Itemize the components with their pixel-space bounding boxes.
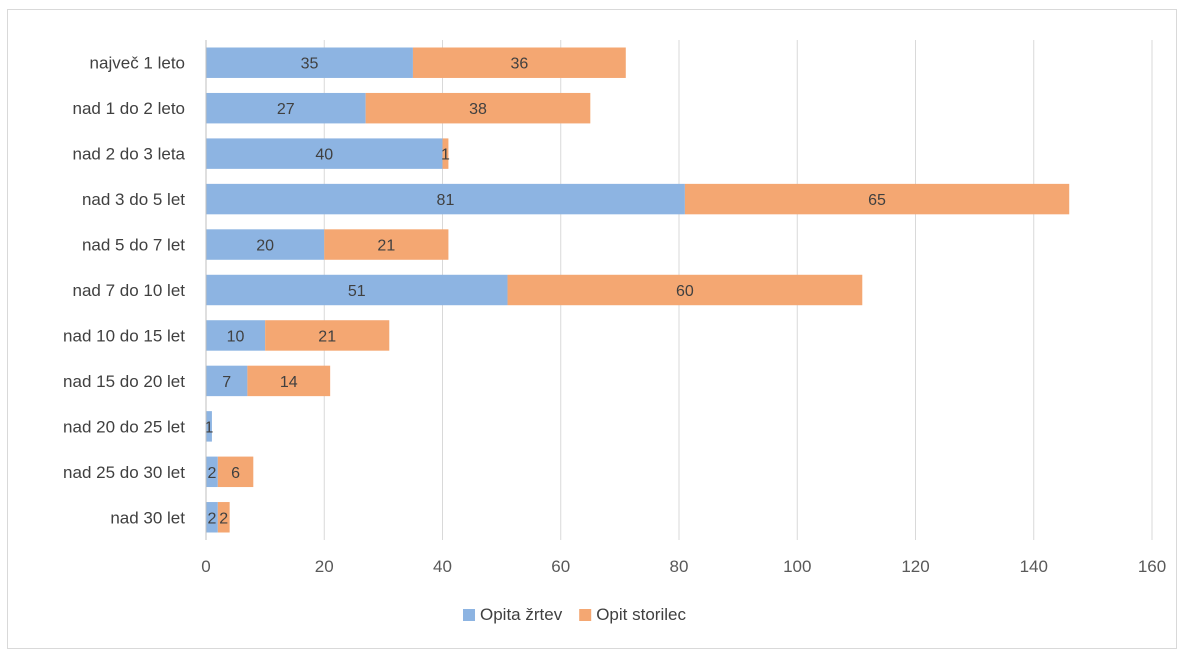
category-label: nad 10 do 15 let <box>63 326 185 345</box>
category-label: nad 25 do 30 let <box>63 463 185 482</box>
data-label: 20 <box>256 238 274 255</box>
data-label: 2 <box>219 510 228 527</box>
x-tick-label: 120 <box>901 557 929 576</box>
category-label: nad 5 do 7 let <box>82 236 185 255</box>
data-label: 1 <box>205 419 214 436</box>
data-label: 14 <box>280 374 298 391</box>
bar-segment <box>206 47 413 78</box>
bar-segment <box>206 365 248 397</box>
data-label: 6 <box>231 465 240 482</box>
data-label: 2 <box>207 465 216 482</box>
x-tick-label: 100 <box>783 557 811 576</box>
data-label: 2 <box>207 510 216 527</box>
data-label: 40 <box>315 147 333 164</box>
category-label: nad 30 let <box>110 508 185 527</box>
bar-segment <box>206 274 508 306</box>
bar-segment <box>206 183 685 215</box>
data-label: 38 <box>469 101 487 118</box>
legend-label: Opit storilec <box>596 605 686 624</box>
bar-segment <box>365 92 591 124</box>
category-label: nad 2 do 3 leta <box>73 145 186 164</box>
bar-segment <box>206 229 325 260</box>
legend-swatch <box>579 609 592 621</box>
data-label: 21 <box>318 328 336 345</box>
data-label: 21 <box>377 238 395 255</box>
bar-segment <box>206 411 212 442</box>
data-label: 81 <box>437 192 455 209</box>
category-label: nad 20 do 25 let <box>63 417 185 436</box>
data-label: 27 <box>277 101 295 118</box>
x-tick-label: 0 <box>201 557 210 576</box>
x-tick-label: 20 <box>315 557 334 576</box>
x-tick-label: 140 <box>1020 557 1048 576</box>
bar-segment <box>206 92 366 124</box>
bar-segment <box>265 320 390 351</box>
data-label: 65 <box>868 192 886 209</box>
x-tick-label: 160 <box>1138 557 1166 576</box>
bar-segment <box>206 502 218 533</box>
bar-segment <box>247 365 331 397</box>
x-tick-label: 80 <box>670 557 689 576</box>
bar-segment <box>206 456 218 488</box>
bar-segment <box>217 456 254 488</box>
category-label: nad 1 do 2 leto <box>73 99 185 118</box>
category-label: nad 3 do 5 let <box>82 190 185 209</box>
bar-segment <box>507 274 863 306</box>
data-label: 7 <box>222 374 231 391</box>
data-label: 10 <box>227 328 245 345</box>
category-label: nad 7 do 10 let <box>73 281 186 300</box>
bar-segment <box>217 502 230 533</box>
data-label: 36 <box>510 56 528 73</box>
bar-segment <box>324 229 449 260</box>
category-label: največ 1 leto <box>90 54 185 73</box>
data-label: 51 <box>348 283 366 300</box>
x-tick-label: 60 <box>551 557 570 576</box>
bar-segment <box>206 138 443 169</box>
bar-segment <box>442 138 449 169</box>
x-tick-label: 40 <box>433 557 452 576</box>
chart-frame <box>7 9 1177 649</box>
legend-swatch <box>463 609 475 621</box>
legend-label: Opita žrtev <box>480 605 563 624</box>
data-label: 1 <box>441 147 450 164</box>
data-label: 35 <box>301 56 319 73</box>
bar-segment <box>684 183 1070 215</box>
category-label: nad 15 do 20 let <box>63 372 185 391</box>
data-label: 60 <box>676 283 694 300</box>
bar-segment <box>412 47 626 78</box>
bar-segment <box>206 320 266 351</box>
